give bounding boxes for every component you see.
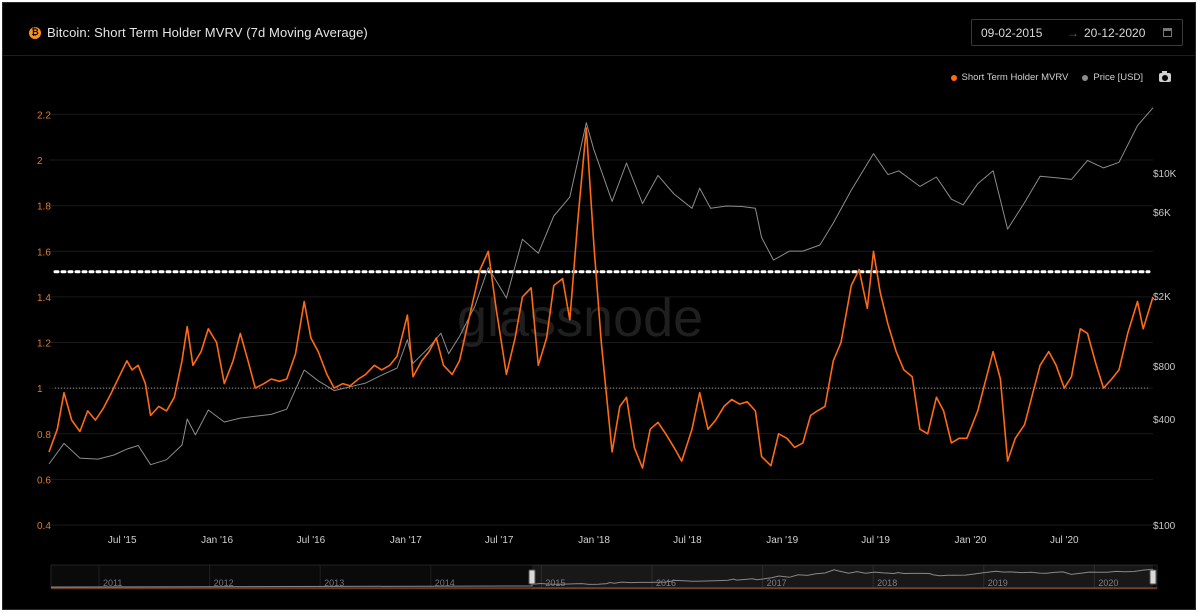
x-tick-label: Jan '18 xyxy=(578,535,610,546)
right-tick-label: $400 xyxy=(1153,415,1176,426)
navigator-track[interactable] xyxy=(50,564,1158,590)
navigator-year-label: 2013 xyxy=(324,578,344,588)
left-tick-label: 0.4 xyxy=(37,521,51,532)
navigator-year-label: 2015 xyxy=(545,578,565,588)
calendar-icon[interactable] xyxy=(1163,28,1172,37)
left-tick-label: 2.2 xyxy=(37,110,51,121)
right-tick-label: $100 xyxy=(1153,521,1176,532)
legend-dot-mvrv xyxy=(950,74,957,81)
right-tick-label: $2K xyxy=(1153,292,1171,303)
x-axis: Jul '15 Jan '16 Jul '16 Jan '17 Jul '17 Jan '… xyxy=(108,535,1079,546)
navigator-selection[interactable] xyxy=(532,565,1153,589)
navigator-handle-left[interactable] xyxy=(528,569,536,585)
camera-icon[interactable] xyxy=(1159,71,1171,82)
chart-title: Bitcoin: Short Term Holder MVRV (7d Movi… xyxy=(47,25,368,40)
left-tick-label: 1.8 xyxy=(37,202,51,213)
left-tick-label: 0.6 xyxy=(37,475,51,486)
range-navigator[interactable]: 2011 2012 2013 2014 2015 2016 2017 2018 2019 2020 xyxy=(50,564,1158,590)
navigator-year-label: 2014 xyxy=(435,578,455,588)
bitcoin-icon: ₿ xyxy=(29,26,41,39)
x-tick-label: Jul '20 xyxy=(1050,535,1079,546)
chart-legend: Short Term Holder MVRV Price [USD] xyxy=(937,71,1171,83)
navigator-mini-line xyxy=(50,568,1154,588)
x-tick-label: Jan '16 xyxy=(201,535,233,546)
legend-label-price: Price [USD] xyxy=(1093,72,1143,83)
navigator-year-label: 2020 xyxy=(1098,578,1118,588)
left-tick-label: 1 xyxy=(37,384,43,395)
date-start[interactable]: 09-02-2015 xyxy=(981,25,1043,40)
right-tick-label: $6K xyxy=(1153,208,1171,219)
left-axis: 0.4 0.6 0.8 1 1.2 1.4 1.6 1.8 2 2.2 xyxy=(37,110,51,532)
right-tick-label: $10K xyxy=(1153,169,1177,180)
left-tick-label: 1.2 xyxy=(37,339,51,350)
legend-dot-price xyxy=(1082,74,1089,81)
date-range-picker[interactable]: 09-02-2015 → 20-12-2020 xyxy=(971,19,1183,46)
x-tick-label: Jul '17 xyxy=(485,535,514,546)
chart-canvas: glassnode 0.40.60.811.21.41.61.822.2 $10… xyxy=(37,107,1177,590)
navigator-year-label: 2011 xyxy=(103,578,122,588)
left-tick-label: 1.4 xyxy=(37,293,51,304)
x-tick-label: Jul '18 xyxy=(673,535,702,546)
arrow-right-icon: → xyxy=(1067,25,1079,40)
left-tick-label: 0.8 xyxy=(37,430,51,441)
navigator-year-label: 2012 xyxy=(214,578,234,588)
series-line-mvrv xyxy=(48,127,1154,469)
date-end[interactable]: 20-12-2020 xyxy=(1084,25,1146,40)
navigator-year-label: 2019 xyxy=(988,578,1008,588)
legend-label-mvrv: Short Term Holder MVRV xyxy=(961,72,1069,83)
left-tick-label: 1.6 xyxy=(37,247,51,258)
series-group xyxy=(48,107,1154,469)
x-tick-label: Jul '16 xyxy=(297,535,326,546)
legend-item-price[interactable]: Price [USD] xyxy=(1082,72,1143,83)
navigator-handle-right[interactable] xyxy=(1149,569,1157,585)
right-tick-label: $800 xyxy=(1153,362,1176,373)
reference-lines xyxy=(53,270,1151,389)
legend-item-mvrv[interactable]: Short Term Holder MVRV xyxy=(950,72,1069,83)
navigator-year-label: 2016 xyxy=(656,578,676,588)
title-wrap: ₿ Bitcoin: Short Term Holder MVRV (7d Mo… xyxy=(29,25,368,40)
navigator-year-label: 2017 xyxy=(767,578,787,588)
left-tick-label: 2 xyxy=(37,156,43,167)
x-tick-label: Jan '17 xyxy=(390,535,422,546)
x-tick-label: Jan '20 xyxy=(954,535,986,546)
x-tick-label: Jul '19 xyxy=(861,535,890,546)
series-line-price xyxy=(48,107,1154,466)
x-tick-label: Jan '19 xyxy=(766,535,798,546)
chart-header: ₿ Bitcoin: Short Term Holder MVRV (7d Mo… xyxy=(3,3,1195,56)
right-axis: $100 $400 $800 $2K $6K $10K xyxy=(1153,169,1177,532)
x-tick-label: Jul '15 xyxy=(108,535,137,546)
navigator-year-label: 2018 xyxy=(877,578,897,588)
